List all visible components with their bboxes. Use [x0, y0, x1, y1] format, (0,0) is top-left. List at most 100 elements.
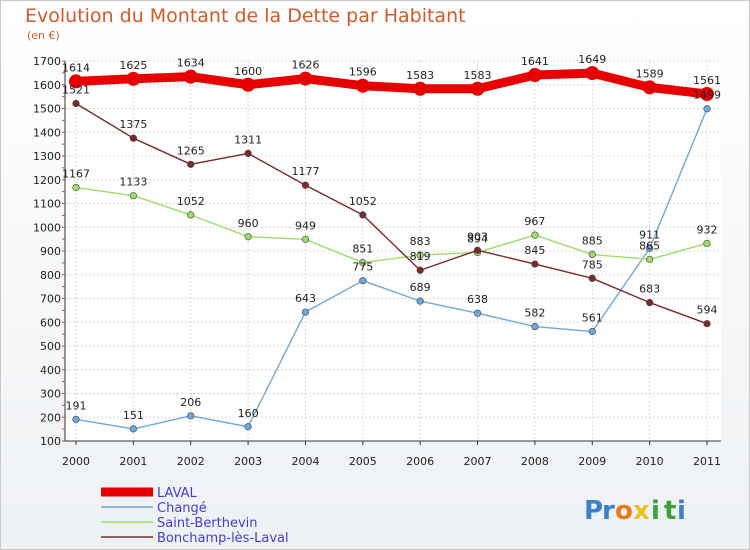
data-point — [187, 412, 195, 420]
y-tick-label: 600 — [40, 316, 61, 329]
data-label: 160 — [238, 407, 259, 420]
data-point — [244, 149, 252, 157]
data-label: 1583 — [406, 69, 434, 82]
data-point — [470, 81, 485, 96]
y-tick-label: 1000 — [33, 221, 61, 234]
data-point — [588, 327, 596, 336]
data-point — [416, 297, 424, 305]
data-point — [126, 71, 141, 86]
data-labels: 1614 1625 1634 1600 1626 1596 1583 1583 1641 1649… — [62, 53, 721, 422]
x-tick-label: 2007 — [464, 455, 492, 468]
data-label: 1052 — [177, 195, 205, 208]
series-line-laval — [71, 68, 712, 99]
data-label: 1177 — [291, 165, 319, 178]
data-label: 1641 — [521, 55, 549, 68]
x-tick-label: 2000 — [62, 455, 90, 468]
data-label: 883 — [410, 235, 431, 248]
data-label: 1133 — [119, 176, 147, 189]
data-point — [703, 239, 711, 247]
y-tick-label: 100 — [40, 435, 61, 448]
data-point — [642, 80, 657, 95]
data-point — [301, 308, 310, 316]
data-point — [588, 274, 596, 282]
y-tick-label: 1100 — [33, 198, 61, 211]
data-label: 206 — [180, 396, 201, 409]
y-tick-label: 400 — [40, 364, 61, 377]
data-label: 932 — [697, 223, 718, 236]
data-label: 1625 — [119, 59, 147, 72]
data-label: 1561 — [693, 74, 721, 87]
y-tick-label: 1300 — [33, 150, 61, 163]
series-line-saint-berthevin — [75, 186, 708, 264]
chart-subtitle: (en €) — [27, 29, 60, 42]
axes: 1002003004005006007008009001000110012001… — [33, 55, 721, 468]
data-point — [646, 255, 654, 263]
x-tick-label: 2009 — [578, 455, 606, 468]
data-label: 1596 — [349, 66, 377, 79]
data-label: 851 — [352, 243, 373, 256]
x-tick-label: 2005 — [349, 455, 377, 468]
data-point — [187, 211, 195, 219]
y-tick-label: 1500 — [33, 103, 61, 116]
data-label: 1634 — [177, 57, 205, 70]
data-point — [301, 181, 310, 189]
data-label: 845 — [524, 244, 545, 257]
grid-lines — [65, 60, 721, 442]
data-label: 1265 — [177, 144, 205, 157]
x-tick-label: 2006 — [406, 455, 434, 468]
data-point — [527, 68, 542, 83]
y-tick-label: 200 — [40, 411, 61, 424]
proxiti-logo: Pr o x i t i — [584, 496, 686, 526]
y-tick-label: 300 — [40, 388, 61, 401]
data-point — [531, 260, 539, 268]
series-lines — [69, 66, 714, 433]
data-point — [703, 320, 711, 328]
data-label: 1375 — [119, 118, 147, 131]
data-point — [298, 71, 313, 86]
data-label: 1626 — [291, 59, 319, 72]
y-tick-label: 1200 — [33, 174, 61, 187]
data-label: 1649 — [578, 53, 606, 66]
y-tick-label: 800 — [40, 269, 61, 282]
data-point — [355, 78, 370, 93]
data-label: 960 — [238, 217, 259, 230]
data-label: 1600 — [234, 65, 262, 78]
data-point — [646, 244, 654, 252]
data-point — [473, 309, 482, 317]
data-point — [129, 425, 137, 433]
data-point — [413, 81, 428, 96]
x-tick-label: 2010 — [636, 455, 664, 468]
legend-label: Changé — [157, 501, 207, 516]
logo-letter: P — [584, 496, 603, 526]
data-point — [187, 160, 195, 168]
x-tick-label: 2004 — [291, 455, 319, 468]
data-label: 775 — [352, 261, 373, 274]
series-line-chang- — [75, 108, 708, 430]
data-label: 885 — [582, 235, 603, 248]
data-point — [703, 105, 711, 113]
data-point — [301, 235, 310, 243]
data-point — [359, 277, 367, 285]
data-point — [646, 298, 654, 307]
data-label: 191 — [66, 399, 87, 412]
legend-label: LAVAL — [157, 486, 198, 501]
data-point — [241, 77, 256, 92]
data-label: 911 — [639, 228, 660, 241]
data-point — [359, 259, 367, 267]
data-label: 1311 — [234, 133, 262, 146]
logo-letter: t — [664, 496, 676, 526]
data-point — [244, 233, 252, 241]
data-point — [700, 87, 714, 102]
logo-letter: r — [602, 496, 615, 526]
data-label: 819 — [410, 250, 431, 263]
data-label: 1521 — [62, 84, 90, 97]
logo-letter: o — [615, 496, 633, 526]
data-point — [531, 231, 539, 239]
data-label: 1499 — [693, 89, 721, 102]
chart-title: Evolution du Montant de la Dette par Hab… — [25, 5, 466, 27]
logo-letter: i — [677, 496, 686, 526]
data-point — [72, 99, 80, 108]
data-point — [69, 74, 83, 89]
